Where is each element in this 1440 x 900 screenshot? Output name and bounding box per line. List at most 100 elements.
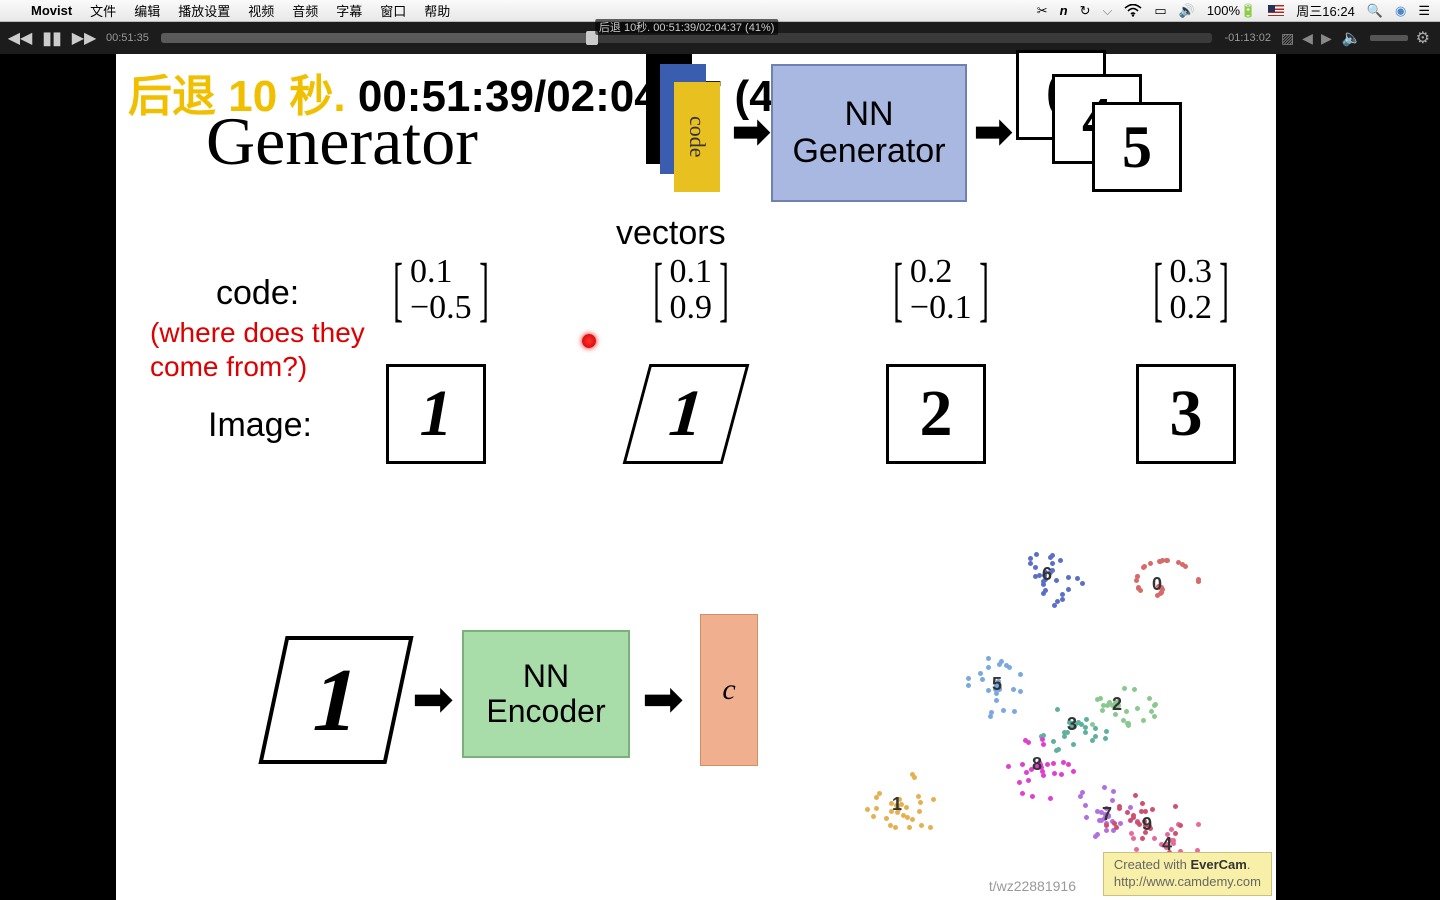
menu-video[interactable]: 视频 [239,1,283,20]
rewind-button[interactable]: ◀◀ [6,26,34,50]
out-img-2: 5 [1092,102,1182,192]
scatter-dot [1148,561,1153,566]
scatter-dot [1058,558,1063,563]
app-name[interactable]: Movist [22,3,81,18]
scatter-dot [1060,597,1065,602]
scatter-dot [1060,592,1065,597]
menu-help[interactable]: 帮助 [415,1,459,20]
scatter-dot [910,817,915,822]
vector-3: [0.30.2] [1146,254,1236,325]
player-controls: ◀◀ ▮▮ ▶▶ 00:51:35 后退 10秒. 00:51:39/02:04… [0,22,1440,54]
progress-bar[interactable]: 后退 10秒. 00:51:39/02:04:37 (41%) [161,33,1213,43]
scatter-dot [1093,726,1098,731]
scatter-dot [918,800,923,805]
arrow-to-out: ➡ [974,104,1013,158]
volume-slider[interactable] [1370,35,1408,41]
scatter-dot [986,656,991,661]
spotlight-icon[interactable]: 🔍 [1367,3,1383,19]
scatter-dot [1071,742,1076,747]
menu-window[interactable]: 窗口 [371,1,415,20]
timemachine-icon[interactable]: ↻ [1080,3,1091,19]
scatter-dot [1131,836,1136,841]
scatter-dot [1018,689,1023,694]
vector-2: [0.2−0.1] [886,254,996,325]
scatter-dot [931,797,936,802]
scatter-dot [1196,822,1201,827]
scatter-dot [978,671,983,676]
scatter-dot [1104,823,1109,828]
scatter-dot [1173,831,1178,836]
scatter-dot [1051,761,1056,766]
scatter-dot [980,677,985,682]
progress-fill [161,33,592,43]
scatter-dot [1100,708,1105,713]
scatter-dot [919,823,924,828]
scatter-dot [1178,823,1183,828]
scatter-dot [1048,796,1053,801]
scatter-dot [1095,809,1100,814]
scatter-dot [1055,599,1060,604]
where-label: (where does they come from?) [150,316,365,383]
scatter-dot [1196,577,1201,582]
pause-button[interactable]: ▮▮ [38,26,66,50]
vector-row: [0.1−0.5] [0.10.9] [0.2−0.1] [0.30.2] [386,254,1236,325]
notifications-icon[interactable]: ☰ [1418,3,1430,19]
wifi-icon[interactable] [1124,4,1142,17]
scatter-dot [1110,798,1115,803]
scatter-dot [1136,586,1141,591]
scatter-dot [1030,794,1035,799]
volume-icon[interactable]: 🔊 [1179,3,1195,19]
forward-button[interactable]: ▶▶ [70,26,98,50]
time-elapsed: 00:51:35 [106,32,149,44]
scatter-label: 5 [992,674,1002,695]
scatter-dot [1066,762,1071,767]
scatter-dot [966,676,971,681]
bluetooth-icon[interactable]: ⌵ [1102,3,1112,19]
display-icon[interactable]: ▭ [1154,3,1166,19]
scatter-dot [1083,803,1088,808]
scatter-dot [1041,742,1046,747]
scatter-dot [1140,801,1145,806]
clock[interactable]: 周三16:24 [1296,1,1355,20]
scatter-dot [928,825,933,830]
settings-icon[interactable]: ⚙ [1416,28,1430,48]
scatter-plot: 0123456789 [836,524,1236,874]
menu-file[interactable]: 文件 [81,1,125,20]
scatter-dot [877,791,882,796]
scatter-dot [1012,709,1017,714]
marker-icon[interactable]: ▨ [1281,30,1294,47]
scatter-dot [1095,697,1100,702]
menu-audio[interactable]: 音频 [283,1,327,20]
prev-icon[interactable]: ◀ [1302,30,1313,47]
watermark: t/wz22881916 [989,878,1076,894]
scatter-dot [1134,847,1139,852]
battery-status[interactable]: 100% 🔋 [1207,3,1256,19]
scatter-dot [1165,558,1170,563]
scatter-dot [1135,820,1140,825]
menu-edit[interactable]: 编辑 [125,1,169,20]
menu-play[interactable]: 播放设置 [169,1,239,20]
scissors-icon[interactable]: ✂ [1037,3,1048,19]
scatter-dot [1055,707,1060,712]
scatter-dot [1052,603,1057,608]
scatter-dot [916,794,921,799]
menu-subtitle[interactable]: 字幕 [327,1,371,20]
scatter-dot [1150,807,1155,812]
next-icon[interactable]: ▶ [1321,30,1332,47]
scatter-dot [1075,576,1080,581]
scatter-dot [1114,825,1119,830]
scatter-dot [1095,832,1100,837]
mute-icon[interactable]: 🔈 [1342,28,1362,48]
scatter-dot [1071,769,1076,774]
scatter-dot [1007,665,1012,670]
scatter-dot [1129,831,1134,836]
input-flag[interactable] [1268,5,1284,16]
scatter-dot [994,698,999,703]
scatter-dot [1020,791,1025,796]
arrow-to-gen: ➡ [732,104,771,158]
scatter-label: 3 [1067,714,1077,735]
n-icon[interactable]: n [1060,3,1068,18]
scatter-dot [1104,828,1109,833]
siri-icon[interactable]: ◉ [1395,3,1406,19]
arrow-enc1: ➡ [412,670,454,728]
